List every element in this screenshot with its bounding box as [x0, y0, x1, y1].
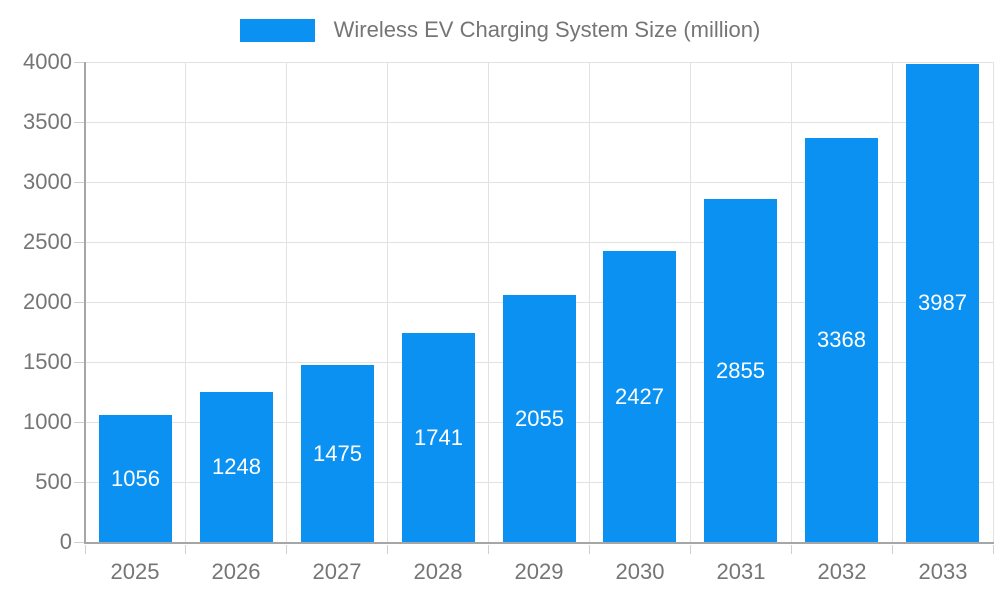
x-axis-label-2033: 2033 — [918, 559, 968, 584]
v-gridline — [185, 62, 187, 542]
v-gridline — [689, 62, 691, 542]
y-axis-label: 3000 — [23, 169, 72, 194]
v-gridline — [992, 62, 994, 542]
y-tick — [74, 362, 84, 363]
x-axis-label-2031: 2031 — [716, 559, 766, 584]
x-tick — [689, 545, 691, 554]
bar-value-label: 1056 — [111, 465, 160, 491]
x-axis-label-2025: 2025 — [110, 559, 160, 584]
y-axis-label: 1000 — [23, 409, 72, 434]
y-tick — [74, 542, 84, 543]
v-gridline — [790, 62, 792, 542]
y-tick — [74, 182, 84, 183]
y-axis-label: 4000 — [23, 49, 72, 74]
bar-2025[interactable]: 1056 — [99, 415, 172, 542]
x-tick — [387, 545, 389, 554]
bar-2026[interactable]: 1248 — [200, 392, 273, 542]
y-axis-label: 2500 — [23, 229, 72, 254]
bar-value-label: 2855 — [716, 357, 765, 383]
bar-value-label: 2055 — [515, 405, 564, 431]
x-axis-label-2027: 2027 — [312, 559, 362, 584]
bar-value-label: 1248 — [212, 454, 261, 479]
bar-2028[interactable]: 1741 — [402, 333, 475, 542]
x-axis-label-2029: 2029 — [514, 559, 564, 584]
y-tick — [74, 422, 84, 423]
plot-area: 1056 1248 1475 1741 2055 2427 2855 3368 3987 — [85, 61, 994, 542]
bar-value-label: 1741 — [414, 424, 463, 450]
y-tick — [74, 482, 84, 483]
h-gridline — [85, 121, 993, 123]
y-axis-label: 3500 — [23, 109, 72, 134]
x-axis-line — [84, 542, 994, 544]
legend[interactable]: Wireless EV Charging System Size (millio… — [0, 17, 1000, 43]
v-gridline — [286, 62, 288, 542]
x-tick — [488, 545, 490, 554]
bar-2029[interactable]: 2055 — [503, 295, 576, 542]
bar-2030[interactable]: 2427 — [603, 251, 676, 542]
y-tick — [74, 242, 84, 243]
x-tick — [286, 545, 288, 554]
bar-value-label: 3987 — [918, 290, 967, 315]
bar-value-label: 2427 — [615, 383, 664, 409]
x-tick — [891, 545, 893, 554]
bar-2032[interactable]: 3368 — [805, 138, 878, 542]
x-axis-label-2028: 2028 — [413, 559, 463, 584]
h-gridline — [85, 61, 993, 63]
legend-swatch — [239, 18, 315, 42]
v-gridline — [588, 62, 590, 542]
v-gridline — [891, 62, 893, 542]
bar-2033[interactable]: 3987 — [906, 64, 979, 542]
x-axis-label-2026: 2026 — [211, 559, 261, 584]
y-axis-label: 500 — [35, 469, 72, 494]
y-tick — [74, 122, 84, 123]
x-axis-label-2032: 2032 — [817, 559, 867, 584]
legend-label: Wireless EV Charging System Size (millio… — [333, 17, 761, 42]
y-axis-label: 1500 — [23, 349, 72, 374]
x-tick — [790, 545, 792, 554]
y-axis-label: 0 — [59, 529, 72, 554]
bar-2027[interactable]: 1475 — [301, 365, 374, 542]
bar-2031[interactable]: 2855 — [704, 199, 777, 542]
bar-value-label: 1475 — [313, 440, 362, 466]
v-gridline — [488, 62, 490, 542]
h-gridline — [85, 181, 993, 183]
x-tick — [185, 545, 187, 554]
y-tick — [74, 302, 84, 303]
h-gridline — [85, 241, 993, 243]
x-tick — [84, 545, 86, 554]
y-axis-line — [84, 62, 86, 544]
v-gridline — [387, 62, 389, 542]
x-axis-label-2030: 2030 — [615, 559, 665, 584]
y-axis-label: 2000 — [23, 289, 72, 314]
bar-value-label: 3368 — [817, 327, 866, 352]
x-tick — [588, 545, 590, 554]
x-tick — [992, 545, 994, 554]
y-tick — [74, 62, 84, 63]
